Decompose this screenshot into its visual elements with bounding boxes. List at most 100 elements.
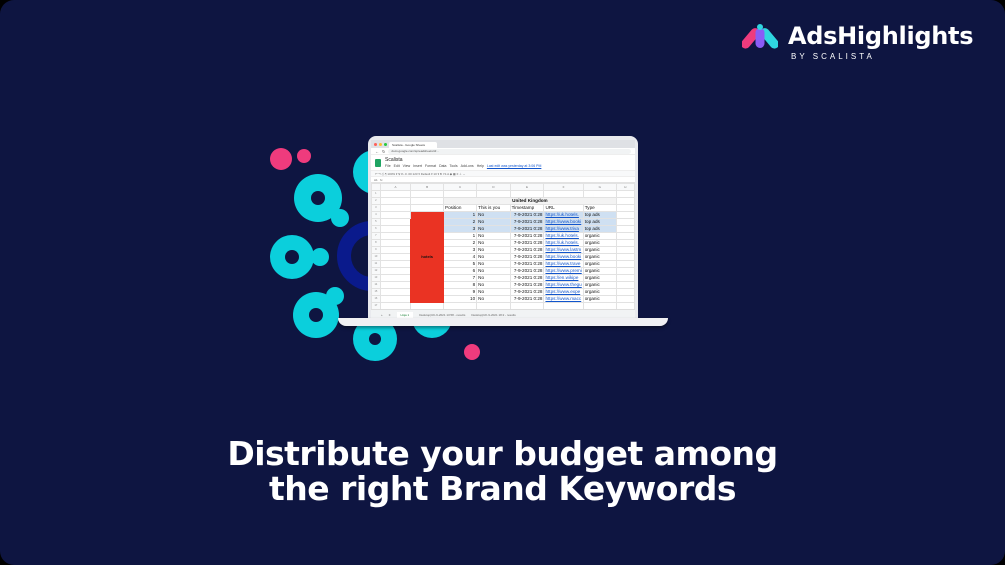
cell[interactable] [379,281,412,289]
timestamp-cell[interactable]: 7-9-2021 0:28 [509,246,545,254]
row-number[interactable]: 11 [371,260,381,268]
cell[interactable] [615,246,635,254]
this-is-you-cell[interactable]: No [476,225,511,233]
timestamp-cell[interactable]: 7-9-2021 0:28 [509,253,545,261]
position-cell[interactable]: 1 [443,232,478,240]
column-header[interactable]: D [476,183,511,191]
cell[interactable] [379,218,412,226]
close-window-icon[interactable] [374,142,377,146]
type-cell[interactable]: organic [582,295,617,303]
cell[interactable] [379,253,412,261]
sheet-tab[interactable]: Hoja 1 [396,312,414,318]
cell[interactable] [615,260,635,268]
cell[interactable] [379,239,412,247]
url-cell[interactable]: https://www.booki [543,253,584,261]
position-cell[interactable]: 1 [443,211,478,219]
this-is-you-cell[interactable]: No [476,267,511,275]
column-title[interactable]: URL [543,204,584,212]
select-all[interactable] [371,183,381,191]
position-cell[interactable]: 4 [443,253,478,261]
column-header[interactable]: G [582,183,617,191]
this-is-you-cell[interactable]: No [476,260,511,268]
cell[interactable] [476,190,511,198]
row-number[interactable]: 1 [371,190,381,198]
row-number[interactable]: 16 [371,295,381,303]
this-is-you-cell[interactable]: No [476,288,511,296]
column-header[interactable]: H [615,183,635,191]
row-number[interactable]: 2 [371,197,381,205]
row-number[interactable]: 10 [371,253,381,261]
this-is-you-cell[interactable]: No [476,274,511,282]
cell[interactable] [615,197,635,205]
cell[interactable] [509,190,545,198]
cell[interactable] [379,232,412,240]
timestamp-cell[interactable]: 7-9-2021 0:28 [509,239,545,247]
url-cell[interactable]: https://www.premi [543,267,584,275]
url-cell[interactable]: https://www.trave [543,260,584,268]
position-cell[interactable]: 5 [443,260,478,268]
keyword-cell[interactable]: hotels [410,211,445,303]
timestamp-cell[interactable]: 7-9-2021 0:28 [509,281,545,289]
cell[interactable] [379,260,412,268]
type-cell[interactable]: top ads [582,218,617,226]
url-field[interactable]: docs.google.com/spreadsheets/d/... [388,148,631,154]
menu-help[interactable]: Help [476,164,484,168]
formula-bar[interactable]: A1 fx [371,177,635,183]
document-title[interactable]: Scalista [385,157,403,163]
cell[interactable] [410,204,445,212]
row-number[interactable]: 6 [371,225,381,233]
region-header[interactable]: United Kingdom [443,197,617,205]
type-cell[interactable]: organic [582,288,617,296]
row-number[interactable]: 4 [371,211,381,219]
url-cell[interactable]: https://uk.hotels. [543,232,584,240]
row-number[interactable]: 14 [371,281,381,289]
cell[interactable] [615,218,635,226]
this-is-you-cell[interactable]: No [476,211,511,219]
this-is-you-cell[interactable]: No [476,295,511,303]
cell[interactable] [543,190,584,198]
cell[interactable] [379,190,412,198]
cell[interactable] [615,295,635,303]
this-is-you-cell[interactable]: No [476,218,511,226]
this-is-you-cell[interactable]: No [476,253,511,261]
row-number[interactable]: 13 [371,274,381,282]
cell[interactable] [615,267,635,275]
url-cell[interactable]: https://www.macc [543,295,584,303]
type-cell[interactable]: organic [582,253,617,261]
cell[interactable] [379,288,412,296]
row-number[interactable]: 9 [371,246,381,254]
last-edit-link[interactable]: Last edit was yesterday at 3:06 PM [486,164,542,168]
cell[interactable] [615,239,635,247]
timestamp-cell[interactable]: 7-9-2021 0:28 [509,218,545,226]
column-header[interactable]: B [410,183,445,191]
all-sheets-icon[interactable]: ≡ [388,313,391,317]
position-cell[interactable]: 2 [443,239,478,247]
maximize-window-icon[interactable] [384,142,387,146]
cell[interactable] [379,211,412,219]
this-is-you-cell[interactable]: No [476,246,511,254]
type-cell[interactable]: organic [582,239,617,247]
cell[interactable] [379,295,412,303]
cell[interactable] [615,225,635,233]
sheet-grid[interactable]: A B C D E F G H 1 2 United Kingdom 3 Position This is… [371,183,635,317]
row-number[interactable]: 15 [371,288,381,296]
this-is-you-cell[interactable]: No [476,281,511,289]
timestamp-cell[interactable]: 7-9-2021 0:28 [509,211,545,219]
cell[interactable] [615,253,635,261]
type-cell[interactable]: organic [582,267,617,275]
column-title[interactable]: Position [443,204,478,212]
column-title[interactable]: Type [582,204,617,212]
cell[interactable] [615,281,635,289]
timestamp-cell[interactable]: 7-9-2021 0:28 [509,260,545,268]
url-cell[interactable]: https://www.thegu [543,281,584,289]
sheet-tab[interactable]: Desktop|UK-9-2021 18:2 - results [471,313,516,317]
column-header[interactable]: E [509,183,545,191]
position-cell[interactable]: 3 [443,246,478,254]
url-cell[interactable]: https://www.booki [543,218,584,226]
cell[interactable] [379,267,412,275]
position-cell[interactable]: 7 [443,274,478,282]
timestamp-cell[interactable]: 7-9-2021 0:28 [509,267,545,275]
add-sheet-icon[interactable]: + [381,313,383,317]
column-title[interactable]: Timestamp [509,204,545,212]
cell[interactable] [615,288,635,296]
